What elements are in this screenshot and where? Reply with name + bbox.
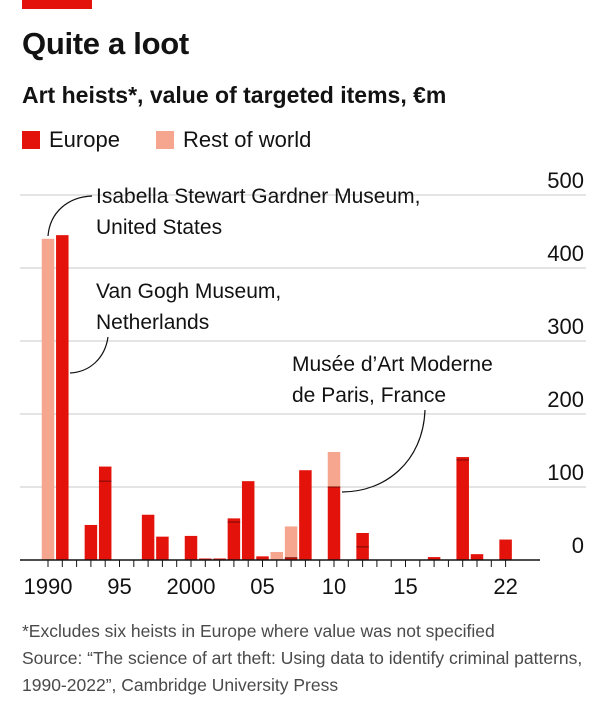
annotation-leader-vangogh bbox=[69, 336, 109, 374]
bar-1997-segment-0 bbox=[141, 514, 155, 560]
y-tick-label-100: 100 bbox=[547, 460, 584, 485]
chart-legend: Europe Rest of world bbox=[22, 127, 347, 153]
bar-2020-segment-0 bbox=[470, 554, 484, 560]
annotation-leader-gardner bbox=[47, 195, 93, 237]
bar-2006-segment-0 bbox=[270, 551, 284, 560]
x-tick-label-15: 15 bbox=[393, 574, 417, 599]
y-tick-label-500: 500 bbox=[547, 168, 584, 193]
bar-1991-segment-0 bbox=[56, 235, 69, 560]
annotation-gardner-line2: United States bbox=[96, 216, 222, 239]
bar-2008-segment-0 bbox=[299, 470, 312, 560]
x-tick-label-2000: 2000 bbox=[167, 574, 216, 599]
bar-2004-segment-0 bbox=[241, 481, 255, 560]
annotation-mam-paris-line1: Musée d’Art Moderne bbox=[292, 353, 493, 376]
bar-1998-segment-0 bbox=[156, 536, 169, 560]
bar-2019-segment-1 bbox=[456, 457, 469, 460]
chart-title: Quite a loot bbox=[22, 26, 189, 61]
annotation-gardner-line1: Isabella Stewart Gardner Museum, bbox=[96, 185, 420, 208]
annotation-vangogh-line2: Netherlands bbox=[96, 311, 209, 334]
x-tick-label-10: 10 bbox=[322, 574, 346, 599]
legend-item-rest-of-world: Rest of world bbox=[155, 127, 312, 153]
bar-1994-segment-1 bbox=[98, 466, 112, 482]
bar-2022-segment-0 bbox=[499, 539, 512, 560]
bar-1993-segment-0 bbox=[84, 524, 98, 560]
legend-swatch-rest-of-world bbox=[155, 131, 174, 149]
bar-2005-segment-0 bbox=[256, 556, 269, 560]
bar-2019-segment-0 bbox=[456, 459, 469, 560]
bar-2012-segment-0 bbox=[356, 546, 369, 560]
bar-1990-segment-0 bbox=[41, 238, 55, 561]
bar-2017-segment-0 bbox=[427, 557, 441, 560]
legend-label-rest-of-world: Rest of world bbox=[182, 127, 312, 152]
annotation-vangogh-line1: Van Gogh Museum, bbox=[96, 280, 281, 303]
bar-2012-segment-1 bbox=[356, 532, 369, 547]
annotation-leader-mam-paris bbox=[341, 409, 426, 493]
legend-label-europe: Europe bbox=[49, 127, 120, 152]
bar-2003-segment-1 bbox=[227, 518, 241, 523]
legend-item-europe: Europe bbox=[22, 127, 120, 153]
bar-2010-segment-1 bbox=[327, 451, 341, 487]
y-tick-label-200: 200 bbox=[547, 387, 584, 412]
footnote: *Excludes six heists in Europe where val… bbox=[22, 618, 592, 699]
bar-2007-segment-0 bbox=[284, 557, 298, 560]
chart-subtitle: Art heists*, value of targeted items, €m bbox=[22, 82, 447, 108]
brand-red-bar bbox=[22, 0, 92, 9]
bar-2000-segment-0 bbox=[184, 535, 198, 560]
x-tick-label-1990: 1990 bbox=[24, 574, 73, 599]
legend-swatch-europe bbox=[22, 131, 40, 149]
footnote-note: *Excludes six heists in Europe where val… bbox=[22, 621, 495, 641]
bar-2007-segment-1 bbox=[284, 526, 298, 558]
chart-plot: 1990 95 2000 05 10 15 22 Isabella Stewart Gard… bbox=[20, 168, 586, 599]
y-tick-label-400: 400 bbox=[547, 241, 584, 266]
x-tick-label-05: 05 bbox=[250, 574, 274, 599]
annotation-mam-paris-line2: de Paris, France bbox=[292, 384, 446, 407]
y-tick-label-0: 0 bbox=[572, 533, 584, 558]
bar-2010-segment-0 bbox=[327, 487, 341, 560]
y-tick-label-300: 300 bbox=[547, 314, 584, 339]
x-tick-label-95: 95 bbox=[107, 574, 131, 599]
bar-1994-segment-0 bbox=[98, 481, 112, 560]
footnote-source: Source: “The science of art theft: Using… bbox=[22, 648, 583, 695]
bar-2003-segment-0 bbox=[227, 522, 241, 560]
x-tick-label-22: 22 bbox=[493, 574, 517, 599]
